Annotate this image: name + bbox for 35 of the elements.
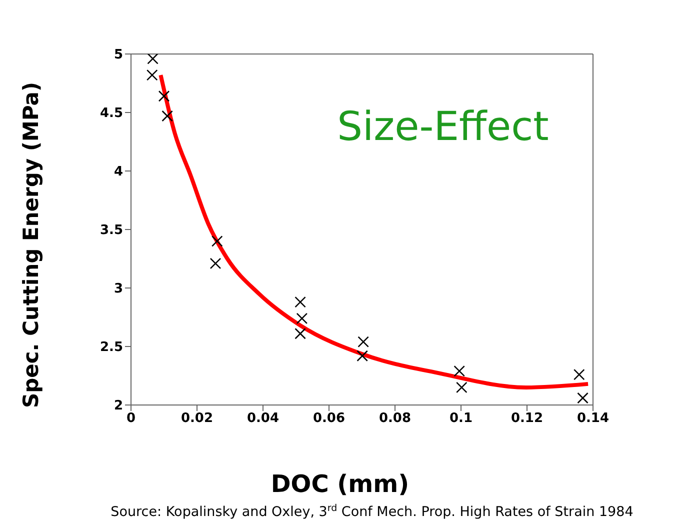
x-tick-label: 0.02 bbox=[180, 411, 214, 426]
y-tick-label: 4 bbox=[114, 164, 123, 180]
x-tick-label: 0.12 bbox=[510, 411, 544, 426]
x-tick-label: 0.1 bbox=[449, 411, 473, 426]
point bbox=[456, 382, 468, 394]
y-tick-label: 4.5 bbox=[100, 106, 123, 122]
point bbox=[573, 368, 585, 380]
point bbox=[147, 54, 158, 64]
x-tick-label: 0.04 bbox=[246, 411, 280, 426]
point bbox=[454, 365, 465, 377]
point bbox=[356, 350, 368, 362]
y-tick-label: 3 bbox=[114, 282, 123, 297]
y-axis-title: Spec. Cutting Energy (MPa) bbox=[19, 82, 43, 408]
point bbox=[162, 110, 173, 122]
annotation: Size-Effect bbox=[337, 104, 549, 150]
x-axis-title: DOC (mm) bbox=[270, 470, 410, 498]
x-tick-label: 0.08 bbox=[378, 411, 412, 426]
x-tick-label: 0 bbox=[126, 411, 136, 426]
y-tick-label: 2 bbox=[114, 398, 123, 414]
point bbox=[146, 69, 158, 81]
y-tick-label: 5 bbox=[114, 48, 123, 63]
point bbox=[210, 258, 222, 270]
y-tick-label: 3.5 bbox=[100, 223, 123, 238]
x-tick-label: 0.06 bbox=[312, 411, 346, 426]
point bbox=[358, 336, 369, 348]
source-note: Source: Kopalinsky and Oxley, 3$^{rd}$ Conf Mech. Prop. High Rates of Strain 1984 bbox=[110, 502, 634, 520]
point bbox=[158, 90, 170, 102]
point bbox=[294, 296, 306, 308]
point bbox=[577, 392, 588, 404]
x-tick-label: 0.14 bbox=[576, 411, 610, 426]
point bbox=[296, 312, 308, 324]
line-series bbox=[158, 73, 590, 390]
y-tick-label: 2.5 bbox=[100, 340, 123, 356]
point bbox=[211, 236, 223, 247]
point bbox=[294, 328, 306, 340]
